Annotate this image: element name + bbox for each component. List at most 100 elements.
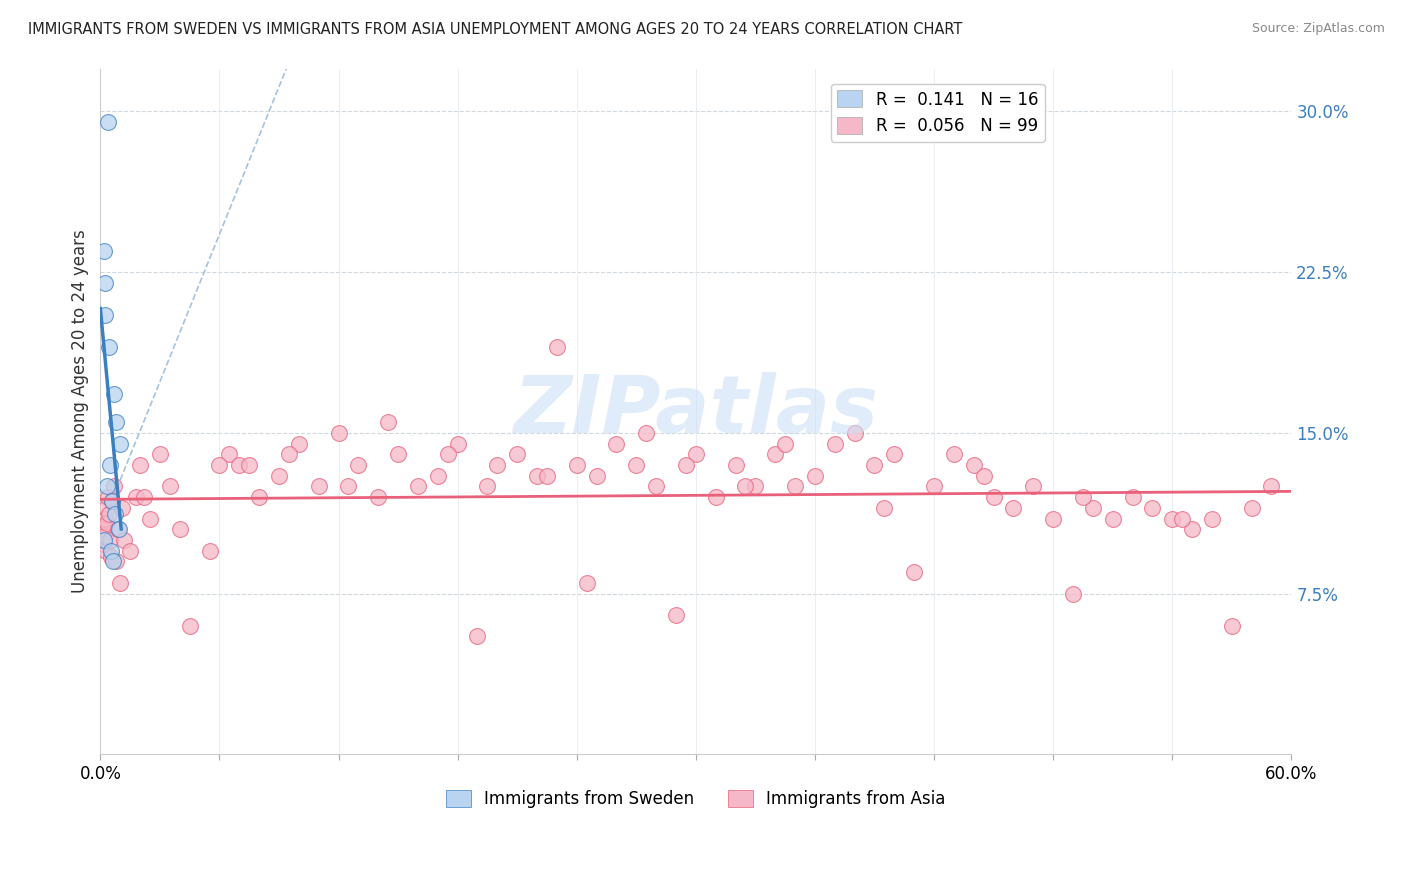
Point xyxy=(96,516,118,530)
Point xyxy=(100,550,122,565)
Point xyxy=(93,511,115,525)
Point xyxy=(96,500,118,515)
Point xyxy=(922,479,945,493)
Point xyxy=(218,447,240,461)
Point xyxy=(337,479,360,493)
Point xyxy=(1101,511,1123,525)
Point xyxy=(100,543,122,558)
Point xyxy=(763,447,786,461)
Point xyxy=(98,458,121,472)
Point xyxy=(436,447,458,461)
Point xyxy=(120,543,142,558)
Point xyxy=(824,436,846,450)
Point xyxy=(585,468,607,483)
Point xyxy=(1081,500,1104,515)
Point xyxy=(198,543,221,558)
Point xyxy=(804,468,827,483)
Point xyxy=(347,458,370,472)
Y-axis label: Unemployment Among Ages 20 to 24 years: Unemployment Among Ages 20 to 24 years xyxy=(72,229,89,593)
Point xyxy=(526,468,548,483)
Point xyxy=(132,490,155,504)
Point xyxy=(1122,490,1144,504)
Point xyxy=(675,458,697,472)
Point xyxy=(103,479,125,493)
Point xyxy=(105,415,128,429)
Point xyxy=(129,458,152,472)
Point xyxy=(883,447,905,461)
Point xyxy=(111,500,134,515)
Point xyxy=(238,458,260,472)
Text: Source: ZipAtlas.com: Source: ZipAtlas.com xyxy=(1251,22,1385,36)
Point xyxy=(565,458,588,472)
Point xyxy=(1260,479,1282,493)
Point xyxy=(108,575,131,590)
Point xyxy=(159,479,181,493)
Point xyxy=(863,458,886,472)
Point xyxy=(97,340,120,354)
Point xyxy=(277,447,299,461)
Point xyxy=(367,490,389,504)
Point xyxy=(112,533,135,547)
Point xyxy=(96,479,118,493)
Point xyxy=(91,522,114,536)
Point xyxy=(94,543,117,558)
Point xyxy=(744,479,766,493)
Point xyxy=(267,468,290,483)
Point xyxy=(1022,479,1045,493)
Point xyxy=(1181,522,1204,536)
Point xyxy=(546,340,568,354)
Text: IMMIGRANTS FROM SWEDEN VS IMMIGRANTS FROM ASIA UNEMPLOYMENT AMONG AGES 20 TO 24 : IMMIGRANTS FROM SWEDEN VS IMMIGRANTS FRO… xyxy=(28,22,963,37)
Point xyxy=(179,618,201,632)
Point xyxy=(467,629,489,643)
Point xyxy=(685,447,707,461)
Point xyxy=(536,468,558,483)
Point xyxy=(377,415,399,429)
Point xyxy=(94,528,117,542)
Point xyxy=(575,575,598,590)
Point xyxy=(486,458,509,472)
Point xyxy=(125,490,148,504)
Point xyxy=(308,479,330,493)
Point xyxy=(108,436,131,450)
Point xyxy=(387,447,409,461)
Point xyxy=(1201,511,1223,525)
Text: ZIPatlas: ZIPatlas xyxy=(513,372,879,450)
Point xyxy=(149,447,172,461)
Point xyxy=(1240,500,1263,515)
Point xyxy=(1171,511,1194,525)
Point xyxy=(93,537,115,551)
Point xyxy=(983,490,1005,504)
Point xyxy=(1071,490,1094,504)
Point xyxy=(97,490,120,504)
Point xyxy=(942,447,965,461)
Point xyxy=(93,533,115,547)
Point xyxy=(1042,511,1064,525)
Point xyxy=(873,500,896,515)
Point xyxy=(446,436,468,450)
Point xyxy=(903,565,925,579)
Point xyxy=(783,479,806,493)
Legend: Immigrants from Sweden, Immigrants from Asia: Immigrants from Sweden, Immigrants from … xyxy=(440,783,952,814)
Point xyxy=(1062,586,1084,600)
Point xyxy=(93,308,115,322)
Point xyxy=(724,458,747,472)
Point xyxy=(704,490,727,504)
Point xyxy=(288,436,311,450)
Point xyxy=(247,490,270,504)
Point xyxy=(98,533,121,547)
Point xyxy=(107,522,129,536)
Point xyxy=(426,468,449,483)
Point xyxy=(169,522,191,536)
Point xyxy=(1142,500,1164,515)
Point xyxy=(773,436,796,450)
Point xyxy=(208,458,231,472)
Point xyxy=(228,458,250,472)
Point xyxy=(477,479,499,493)
Point xyxy=(93,244,115,258)
Point xyxy=(1161,511,1184,525)
Point xyxy=(103,554,125,568)
Point xyxy=(734,479,756,493)
Point xyxy=(406,479,429,493)
Point xyxy=(139,511,162,525)
Point xyxy=(665,607,688,622)
